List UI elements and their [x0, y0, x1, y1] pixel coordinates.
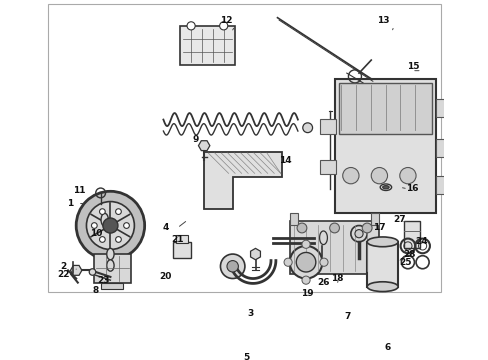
Text: 23: 23 — [98, 276, 110, 285]
Ellipse shape — [106, 248, 114, 260]
Circle shape — [115, 237, 121, 242]
Text: 25: 25 — [398, 258, 411, 267]
Bar — [403, 221, 419, 248]
Text: 16: 16 — [405, 184, 417, 193]
Polygon shape — [198, 141, 209, 150]
Circle shape — [297, 223, 306, 233]
Bar — [436, 99, 448, 117]
Polygon shape — [250, 248, 260, 260]
Ellipse shape — [366, 237, 397, 247]
Bar — [366, 242, 397, 287]
Circle shape — [102, 218, 118, 233]
Circle shape — [302, 123, 312, 132]
Text: 20: 20 — [159, 273, 172, 282]
Circle shape — [329, 223, 339, 233]
Circle shape — [91, 223, 97, 228]
Circle shape — [399, 167, 415, 184]
Circle shape — [289, 246, 322, 279]
Text: 5: 5 — [243, 353, 249, 360]
Text: 14: 14 — [279, 156, 291, 165]
Bar — [436, 176, 448, 194]
Text: 28: 28 — [403, 249, 415, 258]
Text: 2: 2 — [60, 262, 66, 271]
Circle shape — [219, 22, 227, 30]
Text: 15: 15 — [407, 62, 419, 71]
Bar — [173, 242, 191, 258]
Text: 7: 7 — [344, 312, 350, 321]
Text: 11: 11 — [73, 186, 85, 195]
Bar — [289, 213, 297, 225]
Circle shape — [100, 237, 105, 242]
Bar — [94, 254, 130, 283]
Circle shape — [302, 276, 309, 284]
Circle shape — [342, 167, 358, 184]
Circle shape — [226, 261, 238, 272]
Circle shape — [296, 252, 315, 272]
Circle shape — [302, 240, 309, 248]
Bar — [436, 139, 448, 157]
Bar — [101, 283, 123, 289]
Text: 13: 13 — [376, 15, 389, 24]
Text: 18: 18 — [330, 274, 343, 283]
Text: 21: 21 — [171, 235, 183, 244]
Ellipse shape — [366, 282, 397, 292]
Text: 22: 22 — [57, 270, 69, 279]
Circle shape — [100, 209, 105, 215]
Circle shape — [354, 230, 363, 238]
Text: 6: 6 — [384, 343, 390, 352]
Bar — [319, 159, 336, 174]
Text: 19: 19 — [301, 289, 313, 298]
Bar — [334, 79, 436, 213]
Text: 1: 1 — [66, 199, 73, 208]
Ellipse shape — [382, 186, 388, 189]
Bar — [319, 119, 336, 134]
Circle shape — [370, 167, 387, 184]
Text: 24: 24 — [415, 237, 427, 246]
Text: 10: 10 — [89, 229, 102, 238]
Circle shape — [186, 22, 195, 30]
Circle shape — [284, 258, 292, 266]
Text: 26: 26 — [317, 278, 329, 287]
Polygon shape — [203, 152, 281, 209]
Circle shape — [319, 258, 327, 266]
Bar — [338, 83, 431, 134]
Text: 3: 3 — [247, 309, 253, 318]
Circle shape — [362, 223, 371, 233]
Text: 9: 9 — [192, 135, 199, 144]
Text: 17: 17 — [372, 224, 385, 233]
Ellipse shape — [106, 260, 114, 271]
Ellipse shape — [101, 213, 108, 226]
Polygon shape — [70, 265, 81, 275]
Bar — [370, 213, 379, 225]
Circle shape — [115, 209, 121, 215]
Text: 8: 8 — [92, 286, 99, 295]
Circle shape — [86, 202, 134, 249]
Bar — [289, 221, 379, 274]
Bar — [179, 26, 235, 65]
Polygon shape — [319, 231, 327, 244]
Text: 27: 27 — [393, 215, 405, 224]
Circle shape — [220, 254, 244, 279]
Text: 12: 12 — [220, 15, 232, 24]
Bar — [176, 235, 187, 243]
Circle shape — [89, 269, 96, 275]
Circle shape — [76, 191, 144, 260]
Text: 4: 4 — [163, 224, 169, 233]
Circle shape — [123, 223, 129, 228]
